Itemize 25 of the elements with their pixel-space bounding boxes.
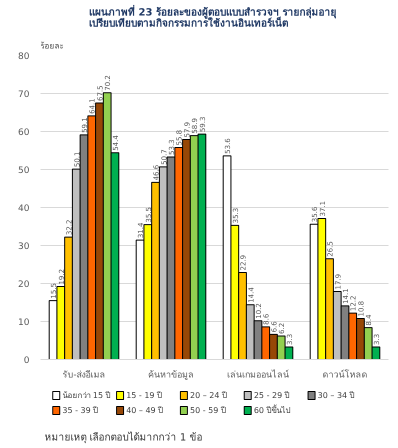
legend-label: 25 - 29 ปี — [254, 391, 290, 400]
y-tick-label: 0 — [24, 356, 30, 366]
x-tick-label: รับ-ส่งอีเมล — [62, 370, 106, 380]
y-tick-label: 10 — [18, 318, 30, 328]
legend-label: 15 - 19 ปี — [126, 391, 162, 400]
y-tick-label: 30 — [18, 242, 30, 252]
x-tick-label: ดาวน์โหลด — [322, 368, 368, 380]
y-tick-label: 50 — [18, 166, 30, 176]
y-tick-label: 40 — [18, 204, 30, 214]
y-tick-label: 80 — [18, 52, 30, 62]
legend-label: 35 - 39 ปี — [62, 406, 98, 415]
text: หมายเหตุ เลือกตอบได้มากกว่า 1 ข้อ — [44, 432, 202, 444]
legend-label: 30 – 34 ปี — [318, 391, 355, 400]
legend-label: 60 ปีขึ้นไป — [254, 404, 291, 415]
legend-label: 20 – 24 ปี — [190, 391, 228, 400]
x-tick-label: เล่นเกมออนไลน์ — [227, 368, 289, 380]
y-tick-label: 60 — [18, 128, 30, 138]
legend-label: น้อยกว่า 15 ปี — [62, 391, 111, 400]
legend-label: 40 – 49 ปี — [126, 406, 164, 415]
y-axis-title: ร้อยละ — [40, 42, 64, 50]
chart-title: แผนภาพที่ 23 ร้อยละของผู้ตอบแบบสำรวจฯ รายกลุ่มอายุ เปรียบเทียบตามกิจกรรมการใช้งานอินเทอร์เน็ต — [89, 4, 336, 30]
x-tick-label: ค้นหาข้อมูล — [148, 370, 194, 380]
y-tick-label: 70 — [18, 90, 30, 100]
y-tick-label: 20 — [18, 280, 30, 290]
legend-label: 50 - 59 ปี — [190, 406, 226, 415]
